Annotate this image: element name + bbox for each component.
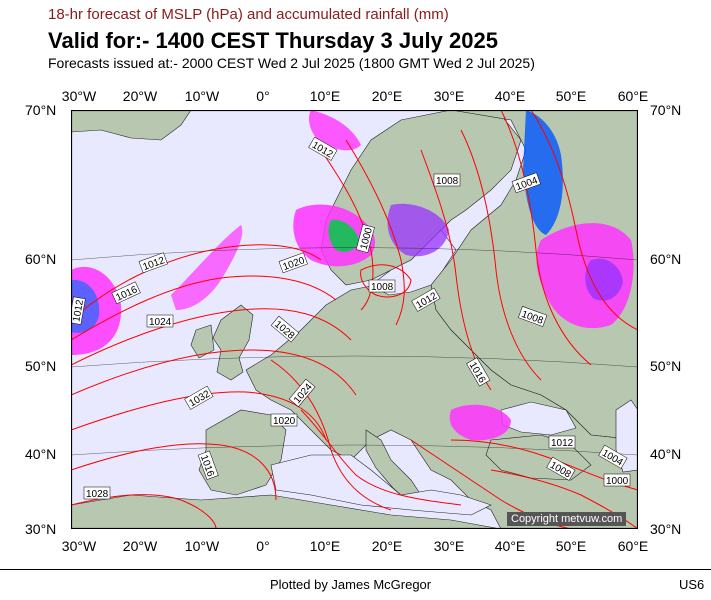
isobar	[345, 139, 405, 326]
graticule-lat-60	[71, 247, 638, 261]
svg-text:1020: 1020	[273, 416, 296, 427]
isobar	[530, 110, 638, 331]
plotted-by: Plotted by James McGregor	[270, 577, 432, 592]
rain-scandinavia-top	[308, 110, 361, 151]
svg-text:1012: 1012	[71, 298, 86, 322]
lon-label-top: 30°E	[433, 88, 465, 104]
lon-label-top: 20°W	[122, 88, 158, 104]
isobar	[270, 359, 392, 511]
svg-text:1008: 1008	[371, 282, 394, 293]
isobar-label: 1020	[270, 413, 298, 427]
isobar	[460, 129, 542, 381]
land-british-isles	[212, 304, 254, 381]
map-subtitle: 18-hr forecast of MSLP (hPa) and accumul…	[48, 6, 449, 23]
lat-label-left: 40°N	[25, 446, 57, 462]
isobar	[71, 244, 322, 321]
lon-label-bottom: 40°E	[494, 538, 526, 554]
isobar-label: 1008	[433, 173, 461, 187]
lon-label-bottom: 30°W	[61, 538, 97, 554]
lon-label-top: 10°E	[309, 88, 341, 104]
lon-label-bottom: 20°W	[122, 538, 158, 554]
land-north-africa	[71, 494, 502, 529]
forecast-map: 1012 1008 1004 1000 1008 1012	[71, 110, 638, 529]
lon-label-bottom: 0°	[256, 538, 270, 554]
isobar	[71, 275, 337, 341]
copyright-badge: Copyright metvuw.com	[507, 512, 627, 526]
isobar	[300, 409, 462, 506]
lat-label-right: 30°N	[650, 521, 682, 537]
rain-finland	[387, 203, 449, 257]
isobar-label: 1008	[546, 456, 576, 481]
isobar-label: 1008	[368, 279, 396, 293]
svg-text:1024: 1024	[149, 317, 172, 328]
lat-label-left: 70°N	[25, 102, 57, 118]
isobar-label: 1012	[71, 296, 86, 325]
lon-label-top: 30°W	[61, 88, 97, 104]
lon-label-bottom: 10°E	[309, 538, 341, 554]
lat-label-right: 50°N	[650, 358, 682, 374]
map-frame	[71, 110, 638, 529]
lat-label-left: 60°N	[25, 251, 57, 267]
lat-label-left: 50°N	[25, 358, 57, 374]
lon-label-top: 50°E	[555, 88, 587, 104]
lon-label-top: 10°W	[184, 88, 220, 104]
graticule-lat-40	[71, 444, 638, 456]
map-code: US6	[679, 577, 705, 592]
lat-label-right: 40°N	[650, 446, 682, 462]
graticule-lat-50	[71, 355, 638, 368]
isobar	[71, 391, 327, 441]
lon-label-top: 0°	[256, 88, 270, 104]
issued-time: Forecasts issued at:- 2000 CEST Wed 2 Ju…	[48, 55, 535, 71]
isobar	[71, 443, 277, 501]
rain-band-west	[171, 225, 243, 310]
lon-label-top: 40°E	[494, 88, 526, 104]
rain-balkans	[449, 404, 511, 441]
svg-text:1000: 1000	[606, 476, 629, 487]
lon-label-bottom: 10°W	[184, 538, 220, 554]
lat-label-right: 60°N	[650, 251, 682, 267]
lon-label-bottom: 50°E	[555, 538, 587, 554]
isobar	[71, 308, 352, 366]
land-greenland-iceland	[71, 110, 192, 141]
svg-text:1008: 1008	[436, 176, 459, 187]
footer-divider	[0, 569, 711, 570]
lat-label-left: 30°N	[25, 521, 57, 537]
svg-text:1012: 1012	[551, 438, 574, 449]
isobar	[360, 264, 412, 298]
valid-time-title: Valid for:- 1400 CEST Thursday 3 July 20…	[48, 28, 498, 53]
rain-russia-south	[536, 223, 634, 329]
lon-label-top: 60°E	[617, 88, 649, 104]
rain-russia-north	[523, 110, 563, 235]
isobar-label: 1000	[603, 473, 631, 487]
lon-label-bottom: 20°E	[371, 538, 403, 554]
lat-label-right: 70°N	[650, 102, 682, 118]
isobar	[500, 110, 592, 366]
svg-text:1028: 1028	[86, 489, 109, 500]
isobar-label: 1024	[146, 314, 174, 328]
isobar	[320, 149, 374, 311]
rain-norway-core	[328, 219, 359, 252]
lon-label-top: 20°E	[371, 88, 403, 104]
isobar-label: 1028	[83, 486, 111, 500]
mediterranean-sea	[270, 454, 492, 516]
isobar-label: 1012	[548, 435, 576, 449]
isobar	[71, 349, 357, 396]
lon-label-bottom: 30°E	[433, 538, 465, 554]
rain-russia-south-core	[585, 258, 623, 301]
lon-label-bottom: 60°E	[617, 538, 649, 554]
